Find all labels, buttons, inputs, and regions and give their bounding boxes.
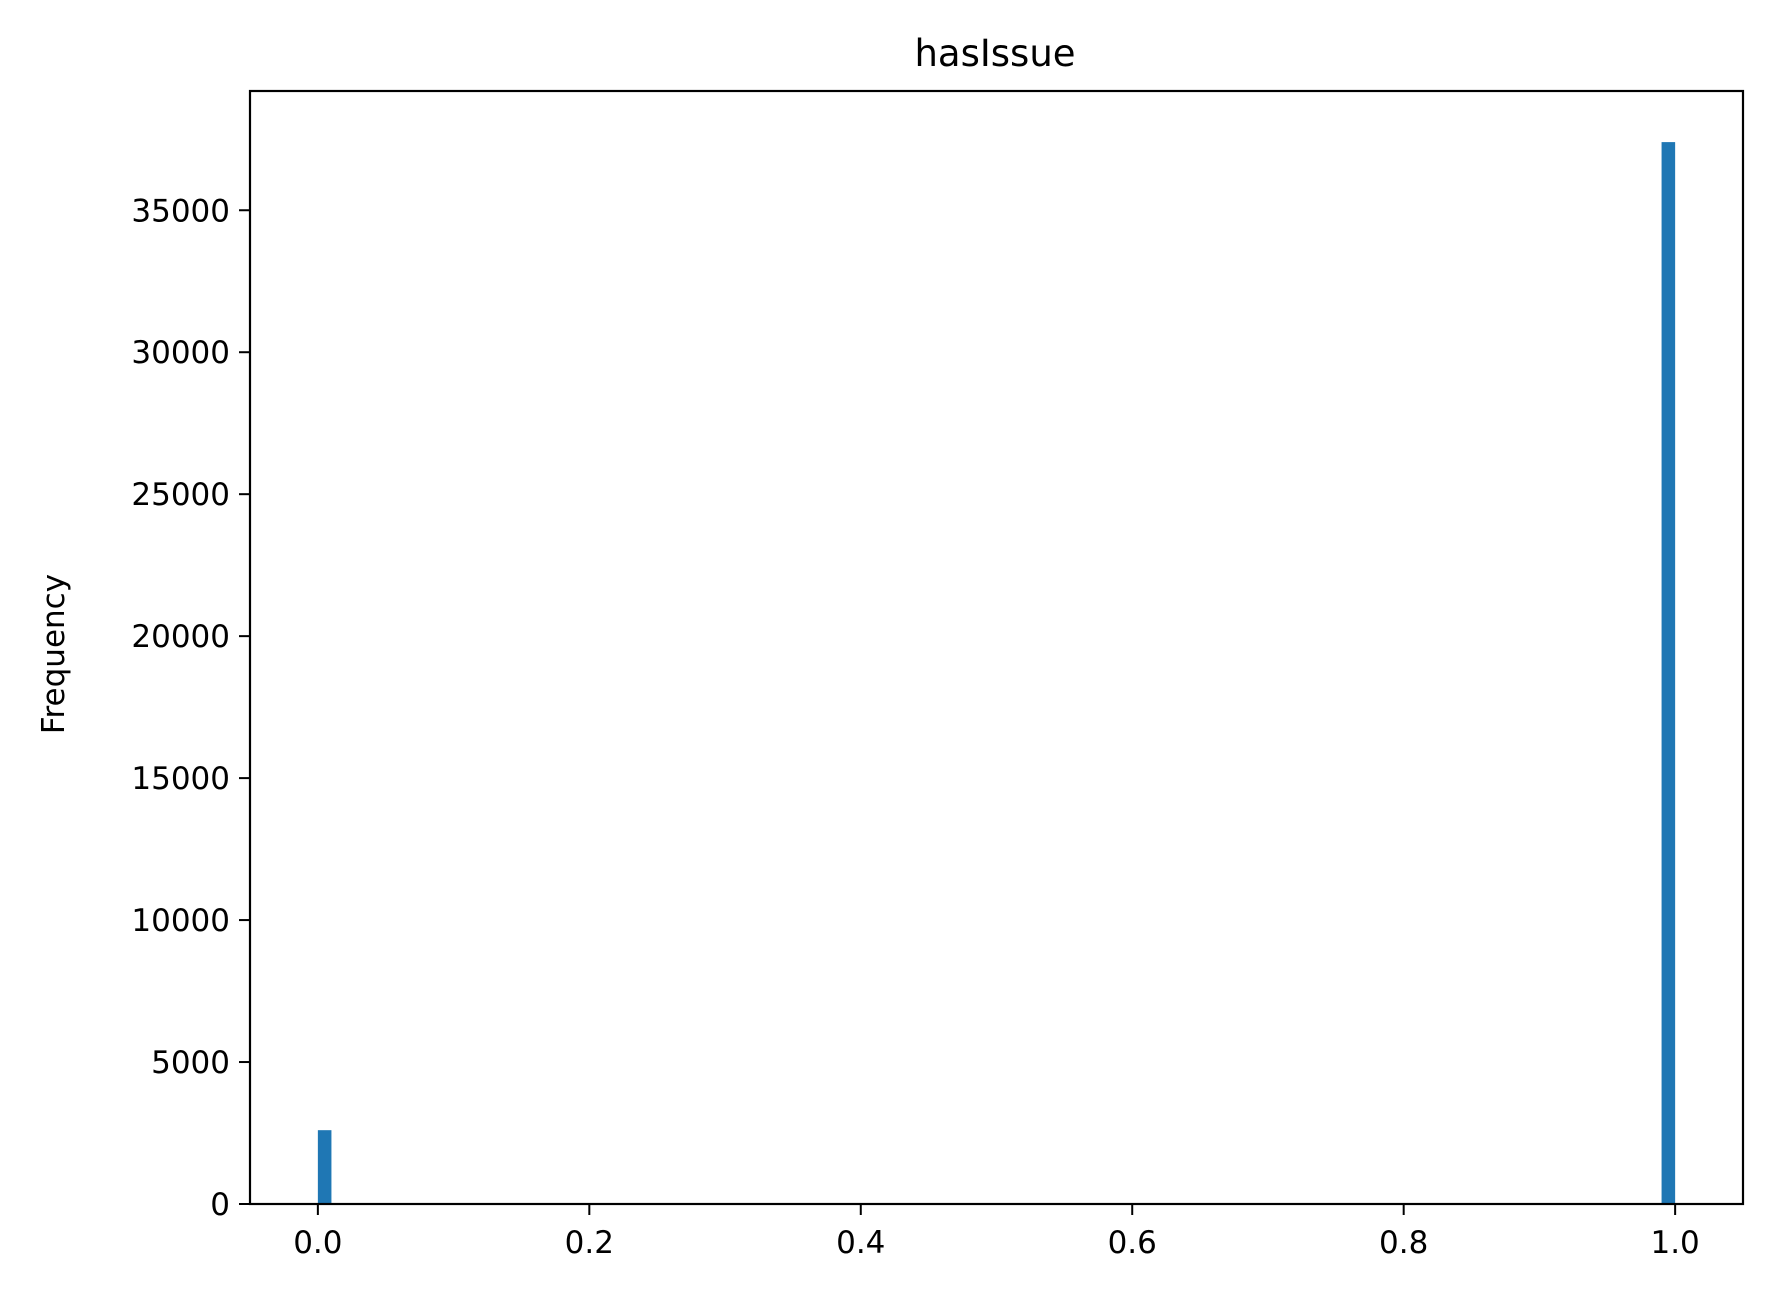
y-tick-label-0: 0 [210, 1187, 230, 1223]
histogram-bar-0 [317, 1130, 332, 1204]
x-tick-label-2: 0.4 [836, 1225, 885, 1261]
x-tick-label-4: 0.8 [1379, 1225, 1428, 1261]
plot-frame [248, 89, 1745, 1206]
y-tick-label-5: 25000 [131, 477, 230, 513]
x-tick-label-3: 0.6 [1108, 1225, 1157, 1261]
y-tick-label-4: 20000 [131, 619, 230, 655]
chart-title: hasIssue [914, 32, 1075, 75]
y-tick-label-2: 10000 [131, 903, 230, 939]
y-axis-ticks: 0 5000 10000 15000 20000 25000 30000 35000 [131, 193, 250, 1223]
x-tick-label-5: 1.0 [1650, 1225, 1699, 1261]
x-tick-label-1: 0.2 [565, 1225, 614, 1261]
y-tick-label-1: 5000 [151, 1045, 230, 1081]
bars-group [317, 142, 1676, 1204]
histogram-bar-1 [1661, 142, 1676, 1204]
x-axis-ticks: 0.0 0.2 0.4 0.6 0.8 1.0 [293, 1204, 1700, 1261]
y-tick-label-7: 35000 [131, 193, 230, 229]
y-tick-label-3: 15000 [131, 761, 230, 797]
y-tick-label-6: 30000 [131, 335, 230, 371]
y-axis-label: Frequency [36, 574, 72, 734]
x-tick-label-0: 0.0 [293, 1225, 342, 1261]
